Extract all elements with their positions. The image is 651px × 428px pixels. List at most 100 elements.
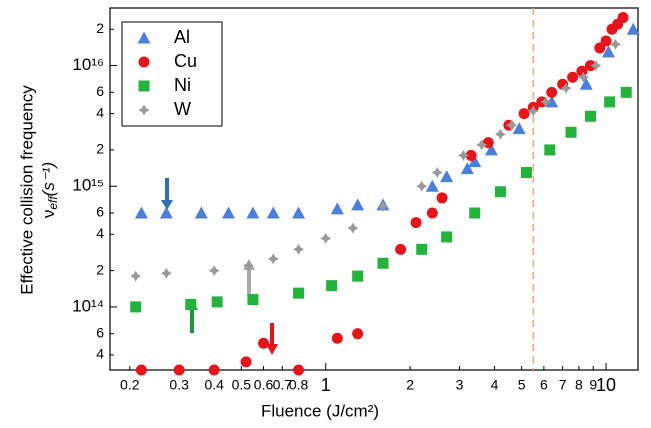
arrow-head [266, 344, 278, 355]
marker [468, 155, 482, 168]
y-tick-label: 6 [96, 324, 104, 340]
y-tick-label: 10¹⁴ [72, 296, 104, 315]
marker [518, 108, 530, 120]
marker [293, 243, 305, 255]
arrow-head [161, 200, 173, 210]
marker [377, 257, 389, 269]
marker [347, 222, 359, 234]
marker [520, 166, 532, 178]
marker [584, 110, 596, 122]
legend-marker [138, 80, 150, 92]
marker [567, 71, 579, 83]
y-tick-label: 10¹⁵ [72, 176, 104, 195]
legend-box [121, 21, 223, 127]
y-tick-label: 4 [96, 346, 104, 362]
marker [292, 206, 306, 219]
marker [600, 35, 612, 47]
y-tick-label: 10¹⁶ [72, 55, 104, 74]
plot-frame [109, 7, 639, 371]
marker [258, 337, 270, 349]
x-tick-label: 9 [589, 377, 597, 393]
x-tick-label: 7 [559, 377, 567, 393]
y-label-symbol: ν [39, 210, 58, 219]
x-tick-label: 8 [575, 377, 583, 393]
y-tick-label: 2 [96, 141, 104, 157]
marker [160, 267, 172, 279]
marker [545, 95, 559, 108]
marker [604, 96, 616, 108]
marker [512, 122, 526, 135]
marker [506, 119, 518, 131]
marker [352, 328, 364, 340]
marker [577, 71, 589, 83]
x-tick-label: 0.3 [169, 377, 189, 393]
marker [527, 105, 539, 117]
marker [266, 206, 280, 219]
x-tick-label: 0.6 [254, 377, 274, 393]
x-tick-label: 0.4 [204, 377, 224, 393]
marker [540, 96, 552, 108]
marker [331, 332, 343, 344]
marker [395, 243, 407, 255]
y-axis-label: Effective collision frequency νeff(s⁻¹) [17, 85, 60, 295]
legend-label: Cu [174, 51, 197, 71]
marker [208, 364, 220, 376]
legend-label: Ni [174, 75, 191, 95]
marker [416, 180, 428, 192]
marker [416, 243, 428, 255]
marker [377, 200, 389, 212]
y-tick-label: 6 [96, 83, 104, 99]
marker [173, 364, 185, 376]
marker [460, 162, 474, 175]
marker [594, 42, 606, 54]
marker [222, 206, 236, 219]
legend-label: Al [174, 27, 190, 47]
marker [441, 231, 453, 243]
y-label-unit: (s⁻¹) [39, 162, 58, 196]
marker [609, 38, 621, 50]
marker [617, 12, 629, 24]
marker [410, 217, 422, 229]
x-tick-label: 0.5 [232, 377, 252, 393]
marker [620, 86, 632, 98]
x-tick-label: 2 [406, 377, 414, 393]
legend-marker [138, 104, 150, 116]
x-tick-label: 10 [596, 375, 616, 395]
marker [626, 22, 640, 35]
marker [247, 294, 259, 306]
marker [579, 77, 593, 90]
x-tick-label: 3 [456, 377, 464, 393]
marker [565, 126, 577, 138]
marker [293, 364, 305, 376]
marker [546, 86, 558, 98]
marker [351, 198, 365, 211]
marker [494, 186, 506, 198]
marker [134, 206, 148, 219]
x-tick-label: 1 [321, 375, 331, 395]
marker [240, 356, 252, 368]
marker [465, 149, 477, 161]
marker [440, 170, 454, 183]
marker [560, 82, 572, 94]
legend-label: W [174, 99, 191, 119]
x-tick-label: 0.8 [289, 377, 309, 393]
y-label-line2: νeff(s⁻¹) [39, 162, 60, 218]
marker [246, 206, 260, 219]
marker [457, 149, 469, 161]
marker [469, 207, 481, 219]
marker [320, 232, 332, 244]
y-tick-label: 4 [96, 104, 104, 120]
y-tick-label: 4 [96, 225, 104, 241]
marker [211, 296, 223, 308]
y-tick-label: 2 [96, 261, 104, 277]
y-label-subscript: eff [46, 195, 60, 210]
marker [436, 192, 448, 204]
marker [476, 139, 488, 151]
marker [590, 60, 602, 72]
legend-marker [137, 31, 151, 44]
marker [242, 260, 254, 272]
y-label-line1: Effective collision frequency [17, 85, 36, 295]
x-tick-label: 0.2 [120, 377, 140, 393]
marker [135, 364, 147, 376]
